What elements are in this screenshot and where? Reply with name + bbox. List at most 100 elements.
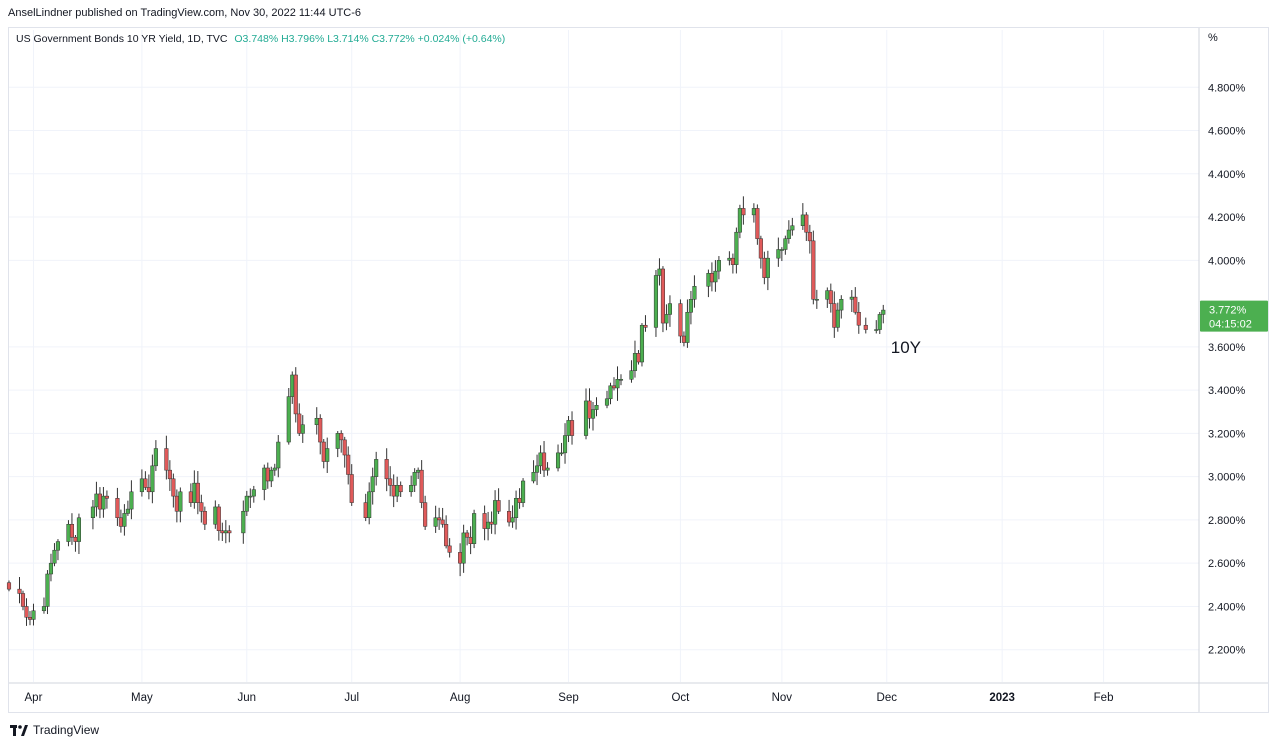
candle-body [272, 467, 277, 471]
candle [755, 204, 760, 245]
candle-body [877, 314, 882, 330]
candle [643, 315, 648, 332]
symbol-legend: US Government Bonds 10 YR Yield, 1D, TVC… [16, 33, 505, 45]
x-tick-label: Sep [558, 692, 578, 704]
candle [216, 504, 221, 541]
candle-body [395, 485, 400, 497]
candle-body [629, 370, 634, 380]
candle-body [814, 299, 819, 301]
last-price-marker: 3.772% 04:15:02 [1200, 300, 1268, 332]
candle-body [178, 491, 183, 512]
candle-body [545, 467, 550, 471]
candle [881, 304, 886, 324]
candle [688, 290, 693, 325]
candle [465, 529, 470, 546]
candle [76, 513, 81, 555]
y-tick-label: 4.400% [1208, 169, 1246, 181]
candle-body [730, 257, 735, 265]
candle [594, 397, 599, 417]
candle [664, 304, 669, 331]
candle-body [835, 309, 840, 328]
candle-body [269, 469, 274, 482]
y-tick-label: 2.800% [1208, 515, 1246, 527]
candle [433, 505, 438, 533]
candle [223, 520, 228, 544]
candle [804, 212, 809, 241]
candle [122, 504, 127, 536]
candle-body [241, 511, 246, 534]
candle-body [94, 493, 99, 508]
candle [199, 494, 204, 523]
candle [678, 299, 683, 343]
candle [685, 299, 690, 348]
candle-body [811, 240, 816, 300]
candle-body [6, 582, 12, 590]
candle-body [542, 452, 547, 471]
candle [583, 388, 589, 440]
candle-body [706, 273, 711, 287]
y-tick-label: 2.400% [1208, 601, 1246, 613]
candle-body [52, 549, 57, 564]
candle [104, 490, 109, 509]
candle-body [531, 472, 536, 482]
candle [832, 291, 837, 338]
candle [314, 407, 319, 435]
candle [790, 217, 795, 236]
candle [286, 388, 291, 445]
candle-body [164, 448, 169, 471]
candle [629, 360, 634, 383]
annotation-label: 10Y [891, 338, 921, 357]
candle [786, 220, 791, 244]
candle-body [76, 517, 81, 542]
candle [143, 471, 148, 491]
candle [496, 488, 501, 514]
candle-body [314, 417, 319, 425]
y-tick-label: 4.600% [1208, 126, 1246, 138]
candle-body [167, 469, 172, 480]
candle [391, 474, 396, 508]
candle-body [220, 530, 225, 534]
candle [101, 486, 106, 518]
candle [839, 295, 844, 319]
candle-body [192, 482, 197, 503]
candle-body [139, 478, 144, 493]
candle [262, 464, 267, 501]
candle-body [461, 532, 466, 564]
price-unit: % [1208, 32, 1218, 44]
candle-body [825, 290, 830, 300]
candle-body [122, 513, 127, 527]
candle [297, 403, 302, 437]
candle-body [213, 506, 218, 525]
candle [681, 331, 686, 347]
candle [730, 253, 735, 274]
candle-body [555, 452, 561, 469]
candle-body [804, 214, 809, 233]
candle [734, 227, 739, 274]
candle [20, 590, 26, 611]
candle [395, 476, 400, 503]
candle [618, 374, 624, 386]
candle [188, 483, 193, 507]
candle-body [709, 273, 714, 283]
candle [146, 474, 151, 500]
candle [741, 196, 746, 225]
candle [660, 266, 666, 333]
candle [384, 448, 389, 492]
candle [24, 598, 29, 626]
candle-body [318, 417, 323, 443]
last-price-box [1200, 300, 1268, 332]
candle [482, 505, 487, 541]
candle-body [535, 465, 540, 473]
candle-body [41, 606, 47, 612]
candle-body [496, 500, 501, 512]
candle-body [611, 385, 617, 389]
candle [69, 513, 74, 545]
candle-body [685, 311, 690, 343]
candle-body [24, 606, 29, 618]
candle-body [486, 521, 491, 529]
candle [776, 237, 781, 267]
candle [269, 466, 274, 488]
y-tick-label: 4.800% [1208, 82, 1246, 94]
candle-body [363, 502, 368, 519]
